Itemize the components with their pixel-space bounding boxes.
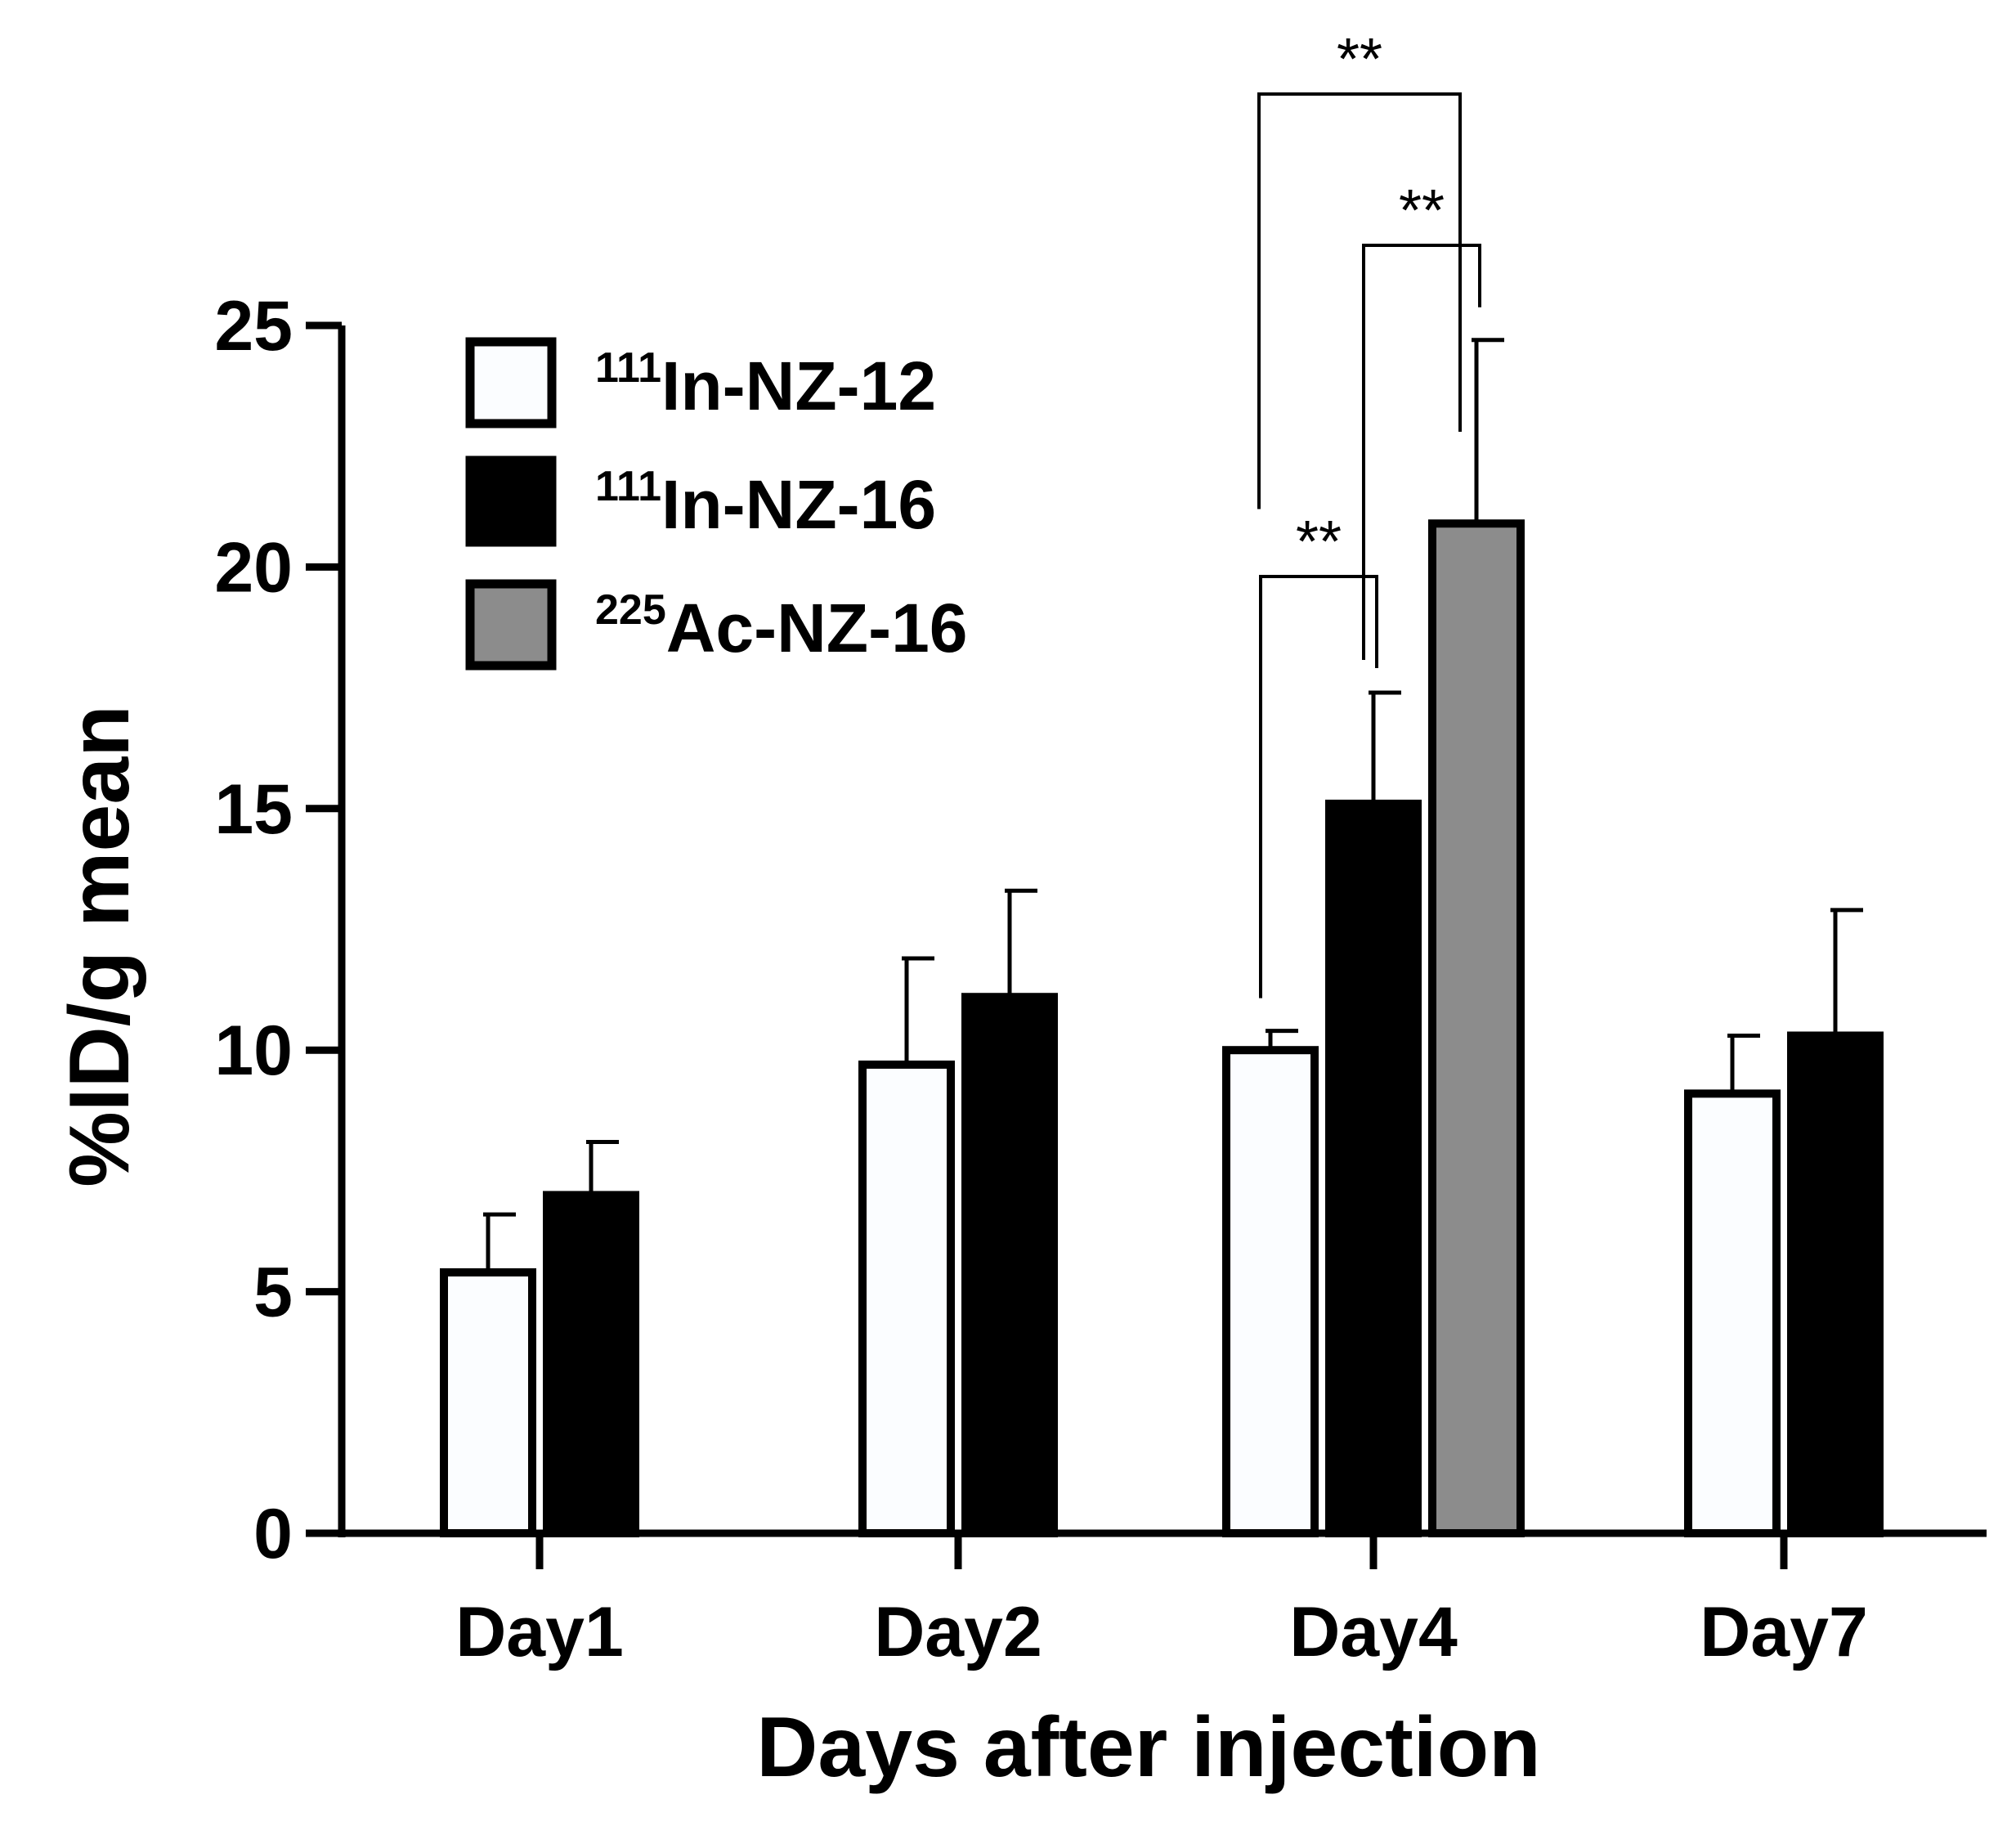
x-tick-label-day2: Day2 [874, 1593, 1042, 1671]
legend-main-in-nz-16: In-NZ-16 [661, 466, 936, 543]
y-tick-label-5: 5 [253, 1254, 293, 1332]
legend-sup-in-nz-16: 111 [595, 463, 661, 510]
bar-day4-ac-nz-16 [1428, 519, 1525, 1537]
bar-day2-in-nz-16 [961, 993, 1058, 1538]
bar-day7-in-nz-12 [1684, 1089, 1781, 1537]
legend-sup-ac-nz-16: 225 [595, 586, 666, 634]
legend-swatch-ac-nz-16 [465, 579, 557, 671]
legend-main-in-nz-12: In-NZ-12 [661, 348, 936, 424]
legend-label-ac-nz-16: 225Ac-NZ-16 [595, 586, 968, 666]
x-tick-label-day4: Day4 [1289, 1593, 1458, 1671]
bars-layer [440, 519, 1884, 1538]
y-tick-label-25: 25 [214, 287, 293, 366]
significance-label-1: ** [1296, 509, 1342, 575]
legend-label-in-nz-12: 111In-NZ-12 [595, 344, 936, 424]
bar-day4-in-nz-12 [1222, 1046, 1319, 1537]
y-tick-label-15: 15 [214, 770, 293, 849]
significance-bracket-1 [1259, 575, 1378, 998]
x-tick-label-day7: Day7 [1700, 1593, 1868, 1671]
significance-label-2: ** [1399, 178, 1445, 244]
significance-layer: ** ** ** [1257, 27, 1481, 998]
legend-sup-in-nz-12: 111 [595, 344, 661, 392]
bar-day4-in-nz-16 [1325, 799, 1422, 1537]
legend-main-ac-nz-16: Ac-NZ-16 [666, 590, 968, 666]
significance-label-3: ** [1337, 27, 1382, 92]
bar-day1-in-nz-16 [543, 1191, 639, 1537]
y-tick-label-10: 10 [214, 1012, 293, 1090]
y-tick-label-0: 0 [253, 1495, 293, 1573]
y-axis-title: %ID/g mean [52, 705, 147, 1187]
error-bars-layer [483, 338, 1863, 1272]
significance-bracket-3 [1257, 92, 1462, 509]
bar-day1-in-nz-12 [440, 1267, 536, 1538]
x-tick-label-day1: Day1 [455, 1593, 624, 1671]
bar-day2-in-nz-12 [858, 1060, 955, 1537]
legend-swatch-in-nz-16 [465, 455, 557, 547]
y-tick-label-20: 20 [214, 528, 293, 607]
significance-bracket-2 [1362, 244, 1481, 661]
legend-swatch-in-nz-12 [465, 337, 557, 428]
x-axis-title: Days after injection [756, 1700, 1540, 1795]
bar-day7-in-nz-16 [1787, 1031, 1884, 1537]
legend-label-in-nz-16: 111In-NZ-16 [595, 463, 936, 543]
axes-layer: 0 5 10 15 20 25 Day1 Day2 Day4 Day7 [214, 287, 1987, 1671]
